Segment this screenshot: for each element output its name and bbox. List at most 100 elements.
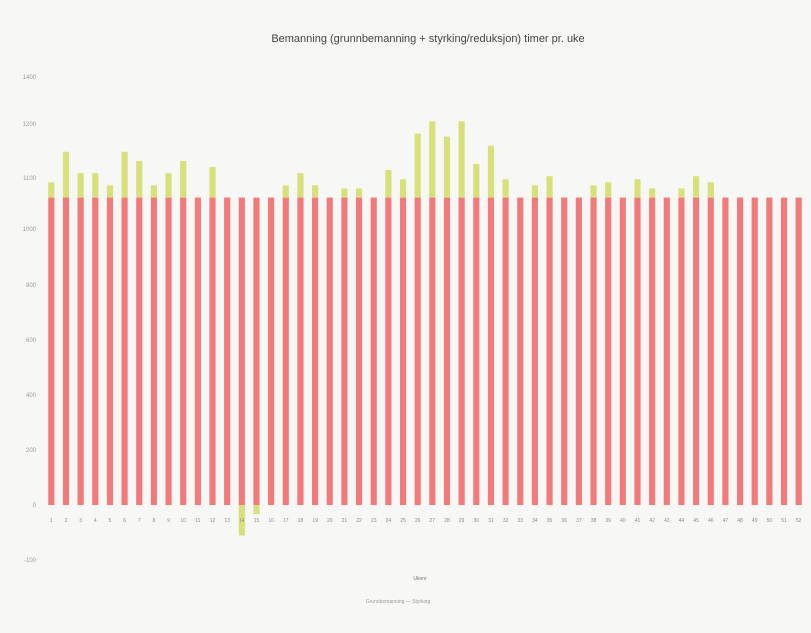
x-tick-label: 36 [561,518,567,524]
bar-base-4 [92,197,99,505]
x-tick-label: 21 [342,518,348,524]
x-tick-label: 31 [488,518,494,524]
bar-base-26 [414,197,421,505]
x-tick-label: 41 [635,518,641,524]
x-tick-label: 33 [517,518,523,524]
bar-extra-32 [502,179,509,198]
bar-base-1 [48,197,55,505]
bar-base-22 [355,197,363,505]
legend-text: Grunnbemanning — Styrking [366,599,431,605]
bar-extra-17 [282,185,289,198]
bar-extra-45 [693,176,700,198]
bar-extra-31 [487,145,495,198]
bar-base-6 [121,197,128,505]
bar-base-39 [605,197,612,505]
bar-base-30 [473,197,480,505]
bar-extra-19 [312,185,319,198]
y-tick-label: 1400 [23,75,37,81]
x-tick-label: 25 [400,518,406,524]
x-tick-label: 42 [649,518,655,524]
bar-extra-30 [473,164,480,198]
bar-extra-4 [92,173,99,198]
y-tick-label: 800 [26,283,37,289]
x-tick-label: 22 [356,518,362,524]
bar-extra-29 [458,121,465,198]
bar-extra-1 [48,182,55,198]
x-tick-label: 52 [796,518,802,524]
x-tick-label: 2 [65,518,68,524]
bar-base-18 [297,197,304,505]
x-axis-label: Ukenr [413,576,427,582]
bar-base-36 [561,197,568,505]
bar-extra-28 [443,136,451,198]
x-tick-label: 44 [679,518,685,524]
bar-base-35 [546,197,553,505]
bar-extra-9 [165,173,172,198]
x-tick-label: 18 [298,518,304,524]
x-tick-label: 27 [430,518,436,524]
y-tick-label: 600 [26,338,37,344]
bar-extra-44 [678,188,685,198]
bar-base-11 [194,197,201,505]
bar-extra-6 [121,151,128,198]
x-tick-label: 35 [547,518,553,524]
x-tick-label: 19 [312,518,318,524]
bar-base-40 [619,197,626,505]
bar-base-34 [531,197,538,505]
bar-base-45 [693,197,700,505]
bar-base-12 [209,197,216,505]
x-tick-label: 37 [576,518,582,524]
x-tick-label: 11 [195,518,200,524]
bar-base-32 [502,197,509,505]
bar-base-24 [385,197,392,505]
x-tick-label: 50 [767,518,773,524]
x-tick-label: 38 [591,518,597,524]
bar-extra-10 [180,160,187,198]
bar-base-44 [678,197,685,505]
x-tick-label: 14 [239,518,245,524]
bar-base-19 [312,197,319,505]
bar-base-8 [150,197,157,505]
bar-extra-18 [297,173,304,198]
y-tick-label: 200 [26,448,37,454]
bar-extra-41 [634,179,641,198]
x-tick-label: 51 [781,518,787,524]
bar-base-38 [590,197,597,505]
x-tick-label: 30 [474,518,480,524]
x-tick-label: 15 [254,518,260,524]
bar-base-9 [165,197,172,505]
y-tick-label: 1200 [23,122,37,128]
bar-extra-8 [150,185,157,198]
bar-base-27 [429,197,436,505]
x-tick-label: 29 [459,518,465,524]
x-tick-label: 9 [167,518,170,524]
bar-extra-3 [77,173,84,198]
bar-extra-38 [590,185,597,198]
x-tick-label: 32 [503,518,509,524]
x-tick-label: 34 [532,518,538,524]
bar-base-5 [106,197,114,505]
y-tick-label: 1000 [23,227,37,233]
x-tick-label: 39 [605,518,611,524]
bar-base-46 [707,197,714,505]
bar-extra-14 [238,505,245,536]
bar-base-7 [136,197,143,505]
bar-base-28 [443,197,451,505]
bar-base-15 [253,197,260,505]
bar-extra-25 [399,179,407,198]
bar-extra-24 [385,170,392,198]
y-tick-label: 1100 [23,176,37,182]
bar-base-52 [795,197,802,505]
bar-base-51 [780,197,788,505]
x-tick-label: 46 [708,518,714,524]
bar-base-41 [634,197,641,505]
bar-base-48 [736,197,744,505]
bar-base-10 [180,197,187,505]
y-tick-label: 400 [26,393,37,399]
x-tick-label: 40 [620,518,626,524]
x-tick-label: 24 [386,518,392,524]
bar-extra-2 [62,151,70,198]
bar-extra-39 [605,182,612,198]
bar-base-20 [326,197,333,505]
